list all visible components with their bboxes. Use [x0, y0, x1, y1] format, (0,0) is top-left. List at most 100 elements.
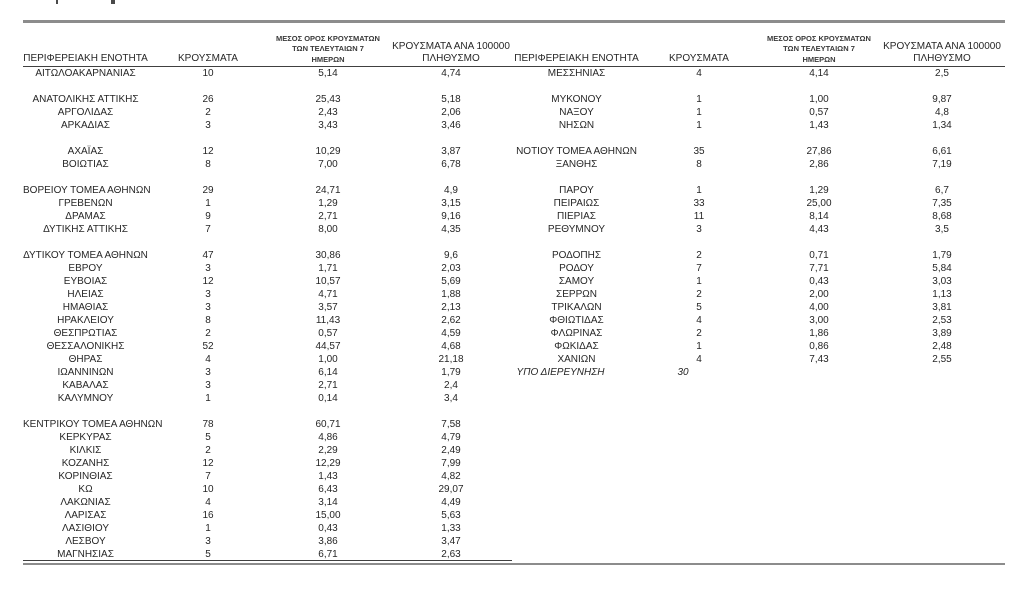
left-per100k-cell: 3,46 [441, 120, 461, 131]
right-per100k-cell [879, 236, 1005, 249]
left-avg7-cell: 60,71 [315, 419, 341, 430]
left-avg7-cell [268, 132, 388, 145]
col-header-avg7-line1: ΜΕΣΟΣ ΟΡΟΣ ΚΡΟΥΣΜΑΤΩΝ [767, 33, 871, 43]
left-avg7-cell: 4,86 [318, 432, 338, 443]
left-per100k-cell [388, 132, 514, 145]
right-avg7-cell: 3,00 [809, 315, 829, 326]
left-cases-cell: 8 [205, 159, 211, 170]
right-cases-cell [639, 132, 759, 145]
left-cases-cell: 2 [205, 107, 211, 118]
left-avg7-cell: 1,29 [318, 198, 338, 209]
left-region-cell: ΒΟΡΕΙΟΥ ΤΟΜΕΑ ΑΘΗΝΩΝ [23, 185, 151, 196]
left-avg7-cell: 0,14 [318, 393, 338, 404]
right-per100k-cell: 2,53 [932, 315, 952, 326]
table-bottom-rule [23, 562, 1005, 565]
left-per100k-cell: 1,88 [441, 289, 461, 300]
col-header-cases-label: ΚΡΟΥΣΜΑΤΑ [178, 53, 238, 64]
left-avg7-cell: 0,57 [318, 328, 338, 339]
left-avg7-cell: 2,43 [318, 107, 338, 118]
left-per100k-cell: 3,47 [441, 536, 461, 547]
table-row: ΓΡΕΒΕΝΩΝ 1 1,29 3,15 ΠΕΙΡΑΙΩΣ 33 25,00 7,35 [23, 197, 1005, 210]
left-avg7-cell: 3,86 [318, 536, 338, 547]
left-avg7-cell: 1,71 [318, 263, 338, 274]
right-per100k-cell [879, 535, 1005, 548]
left-region-cell: ΒΟΙΩΤΙΑΣ [62, 159, 109, 170]
right-per100k-cell: 2,48 [932, 341, 952, 352]
left-cases-cell: 4 [205, 354, 211, 365]
right-avg7-cell [759, 418, 879, 431]
right-per100k-cell: 4,8 [935, 107, 949, 118]
right-avg7-cell [759, 80, 879, 93]
right-per100k-cell: 2,5 [935, 68, 949, 79]
right-region-cell: ΡΟΔΟΠΗΣ [551, 250, 602, 261]
right-region-cell [514, 496, 639, 509]
right-avg7-cell [759, 236, 879, 249]
right-avg7-cell: 1,43 [809, 120, 829, 131]
right-cases-cell: 33 [693, 198, 705, 209]
left-per100k-cell: 2,62 [441, 315, 461, 326]
right-region-cell: ΦΛΩΡΙΝΑΣ [550, 328, 603, 339]
right-avg7-cell [759, 444, 879, 457]
table-row: ΚΑΒΑΛΑΣ 3 2,71 2,4 [23, 379, 1005, 392]
left-region-cell [23, 405, 148, 418]
left-per100k-cell: 2,4 [444, 380, 458, 391]
left-region-cell: ΚΑΛΥΜΝΟΥ [57, 393, 114, 404]
right-region-cell [514, 418, 639, 431]
right-avg7-cell [759, 379, 879, 392]
right-avg7-cell: 2,86 [809, 159, 829, 170]
right-region-cell: ΠΕΙΡΑΙΩΣ [553, 198, 600, 209]
right-per100k-cell [879, 171, 1005, 184]
right-per100k-cell: 1,34 [932, 120, 952, 131]
left-per100k-cell: 4,82 [441, 471, 461, 482]
left-per100k-cell: 6,78 [441, 159, 461, 170]
right-region-cell: ΣΕΡΡΩΝ [556, 289, 597, 300]
left-avg7-cell: 25,43 [315, 94, 341, 105]
left-per100k-cell: 5,69 [441, 276, 461, 287]
right-region-cell [514, 236, 639, 249]
left-per100k-cell: 2,49 [441, 445, 461, 456]
col-header-cases: ΚΡΟΥΣΜΑΤΑ [148, 21, 268, 67]
left-per100k-cell: 3,87 [441, 146, 461, 157]
left-per100k-cell: 3,15 [441, 198, 461, 209]
left-region-cell: ΑΝΑΤΟΛΙΚΗΣ ΑΤΤΙΚΗΣ [32, 94, 139, 105]
col-header-avg7: ΜΕΣΟΣ ΟΡΟΣ ΚΡΟΥΣΜΑΤΩΝ ΤΩΝ ΤΕΛΕΥΤΑΙΩΝ 7 Η… [759, 21, 879, 67]
table-row: ΚΕΡΚΥΡΑΣ 5 4,86 4,79 [23, 431, 1005, 444]
right-cases-cell [639, 457, 759, 470]
right-region-cell [514, 457, 639, 470]
right-avg7-cell [759, 392, 879, 405]
left-cases-cell: 12 [202, 276, 214, 287]
right-cases-cell: 4 [696, 354, 702, 365]
table-row: ΑΧΑΪΑΣ 12 10,29 3,87 ΝΟΤΙΟΥ ΤΟΜΕΑ ΑΘΗΝΩΝ 35 27… [23, 145, 1005, 158]
col-header-per100k-line2: ΠΛΗΘΥΣΜΟ [913, 53, 971, 64]
table-row: ΒΟΡΕΙΟΥ ΤΟΜΕΑ ΑΘΗΝΩΝ 29 24,71 4,9 ΠΑΡΟΥ 1 1,29… [23, 184, 1005, 197]
left-region-cell: ΘΗΡΑΣ [68, 354, 103, 365]
right-per100k-cell: 6,7 [935, 185, 949, 196]
table-row: ΗΜΑΘΙΑΣ 3 3,57 2,13 ΤΡΙΚΑΛΩΝ 5 4,00 3,81 [23, 301, 1005, 314]
left-avg7-cell [268, 405, 388, 418]
table-row: ΔΡΑΜΑΣ 9 2,71 9,16 ΠΙΕΡΙΑΣ 11 8,14 8,68 [23, 210, 1005, 223]
left-region-cell: ΑΙΤΩΛΟΑΚΑΡΝΑΝΙΑΣ [35, 68, 136, 79]
left-cases-cell: 3 [205, 263, 211, 274]
right-region-cell: ΥΠΟ ΔΙΕΡΕΥΝΗΣΗ [516, 367, 605, 378]
table-row [23, 405, 1005, 418]
left-per100k-cell: 2,63 [441, 549, 461, 560]
left-avg7-cell: 6,43 [318, 484, 338, 495]
table-row: ΘΕΣΣΑΛΟΝΙΚΗΣ 52 44,57 4,68 ΦΩΚΙΔΑΣ 1 0,86 2,48 [23, 340, 1005, 353]
right-region-cell: ΜΥΚΟΝΟΥ [551, 94, 602, 105]
left-region-cell: ΛΑΣΙΘΙΟΥ [62, 523, 109, 534]
left-per100k-cell: 7,58 [441, 419, 461, 430]
table-row: ΚΟΡΙΝΘΙΑΣ 7 1,43 4,82 [23, 470, 1005, 483]
right-region-cell [514, 171, 639, 184]
left-avg7-cell: 7,00 [318, 159, 338, 170]
right-avg7-cell: 4,14 [809, 68, 829, 79]
col-header-avg7-line2: ΤΩΝ ΤΕΛΕΥΤΑΙΩΝ 7 [292, 44, 364, 53]
left-avg7-cell [268, 236, 388, 249]
left-region-cell: ΚΑΒΑΛΑΣ [62, 380, 109, 391]
table-body: ΑΙΤΩΛΟΑΚΑΡΝΑΝΙΑΣ 10 5,14 4,74 ΜΕΣΣΗΝΙΑΣ 4 4,14… [23, 67, 1005, 561]
col-header-region: ΠΕΡΙΦΕΡΕΙΑΚΗ ΕΝΟΤΗΤΑ [23, 21, 148, 67]
left-avg7-cell: 11,43 [315, 315, 341, 326]
right-cases-cell [639, 392, 759, 405]
table-row: ΕΥΒΟΙΑΣ 12 10,57 5,69 ΣΑΜΟΥ 1 0,43 3,03 [23, 275, 1005, 288]
right-region-cell: ΡΕΘΥΜΝΟΥ [547, 224, 606, 235]
left-cases-cell [148, 405, 268, 418]
